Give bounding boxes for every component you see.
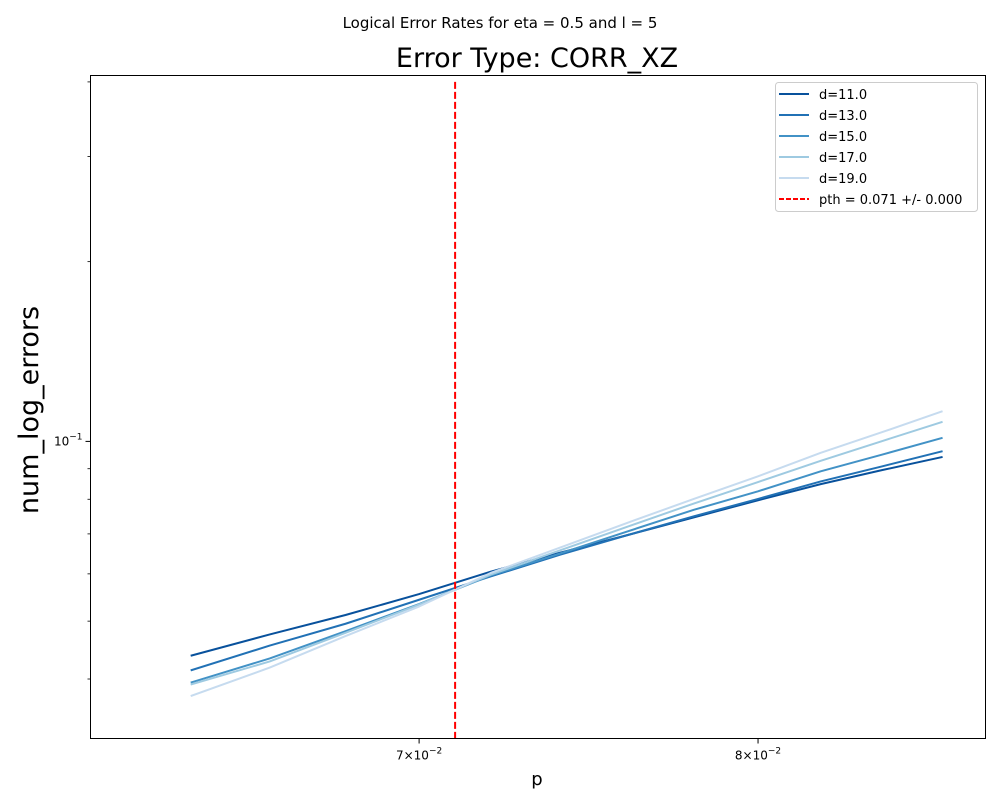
y-axis-label: num_log_errors <box>14 306 45 514</box>
series-line-1 <box>190 450 943 672</box>
x-axis-label: p <box>531 769 542 790</box>
legend-label-5: pth = 0.071 +/- 0.000 <box>819 193 962 208</box>
series-line-0 <box>190 455 943 657</box>
x-tick-exponent-1: −2 <box>768 747 781 757</box>
series-line-3 <box>190 420 943 686</box>
x-tick-label-0: 7×10−2 <box>396 747 442 763</box>
y-tick-exponent-0: −1 <box>69 432 82 442</box>
axes-frame <box>90 75 986 739</box>
series-line-4 <box>190 410 943 698</box>
x-tick-exponent-0: −2 <box>429 747 442 757</box>
legend-label-0: d=11.0 <box>819 88 867 103</box>
legend-label-1: d=13.0 <box>819 109 867 124</box>
legend-items: d=11.0 d=13.0 d=15.0 d=17.0 d=19.0 pth = 0.07… <box>779 88 962 208</box>
legend-label-3: d=17.0 <box>819 151 867 166</box>
series-lines <box>190 410 943 698</box>
legend: d=11.0 d=13.0 d=15.0 d=17.0 d=19.0 pth = 0.07… <box>775 82 978 212</box>
figure-suptitle: Logical Error Rates for eta = 0.5 and l … <box>343 14 658 32</box>
plot-area: 7×10−2 8×10−2 10−1 <box>54 75 986 763</box>
y-tick-label-0: 10−1 <box>54 432 83 448</box>
legend-box <box>775 82 978 212</box>
axis-ticks: 7×10−2 8×10−2 10−1 <box>54 81 781 763</box>
series-line-2 <box>190 436 943 684</box>
x-tick-label-1: 8×10−2 <box>735 747 781 763</box>
chart-title: Error Type: CORR_XZ <box>396 43 678 74</box>
legend-label-4: d=19.0 <box>819 172 867 187</box>
legend-label-2: d=15.0 <box>819 130 867 145</box>
